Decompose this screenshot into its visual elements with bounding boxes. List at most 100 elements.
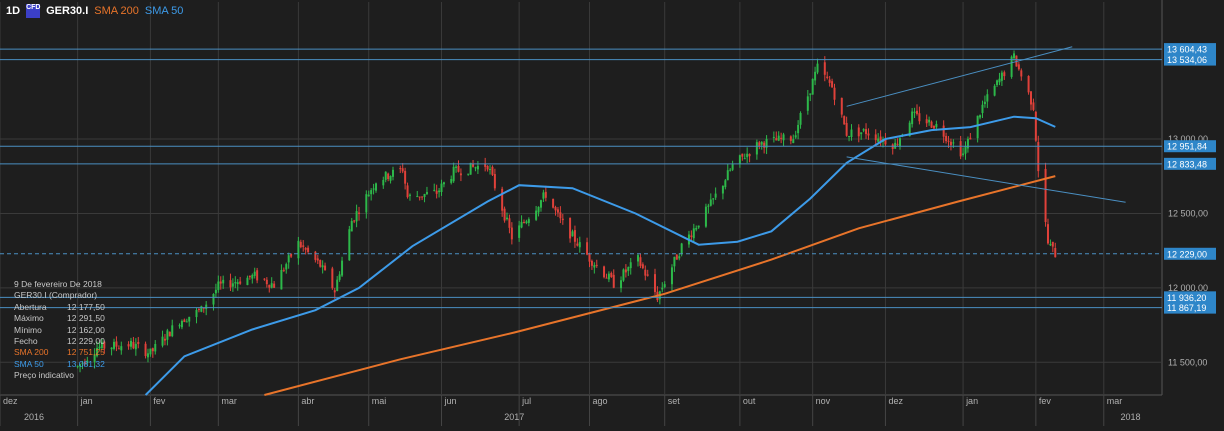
y-tick-label: 12 500,00 [1168, 208, 1208, 218]
info-value: 12 162,00 [67, 324, 105, 335]
candle-up [535, 210, 538, 220]
candle-down [758, 142, 761, 147]
candle-down [896, 143, 899, 145]
candle-down [775, 138, 778, 141]
candle-up [129, 340, 132, 347]
candle-up [862, 129, 865, 131]
info-row-close: Fecho 12 229,00 [14, 336, 105, 347]
candle-up [908, 122, 911, 137]
candle-down [556, 209, 559, 213]
candle-up [234, 282, 237, 284]
candle-up [680, 243, 683, 255]
candle-up [382, 180, 385, 186]
candle-up [622, 269, 625, 281]
candle-down [823, 62, 826, 75]
info-value: 12 291,50 [67, 313, 105, 324]
candle-down [741, 153, 744, 157]
x-tick-label: set [668, 396, 681, 406]
last-price-tag [1164, 247, 1216, 260]
candle-up [993, 85, 996, 96]
candle-down [1003, 72, 1006, 77]
candle-down [144, 343, 147, 357]
candle-down [83, 362, 86, 364]
trendline [846, 156, 1126, 203]
sma50-legend[interactable]: SMA 50 [144, 5, 184, 17]
sma200-legend[interactable]: SMA 200 [94, 5, 139, 17]
x-tick-label: mai [372, 396, 387, 406]
candle-down [1046, 224, 1049, 244]
candle-down [358, 212, 361, 215]
candle-up [297, 240, 300, 259]
candle-up [416, 196, 419, 198]
symbol-label[interactable]: GER30.I [46, 5, 89, 17]
candle-up [525, 221, 528, 224]
candle-up [760, 141, 763, 145]
candle-down [595, 264, 598, 266]
candle-up [200, 306, 203, 312]
timeframe-label[interactable]: 1D [6, 5, 21, 17]
candle-down [459, 173, 462, 176]
candle-up [1013, 53, 1016, 59]
price-level-label: 13 604,43 [1167, 45, 1207, 55]
x-tick-label: jun [444, 396, 457, 406]
candle-up [860, 132, 863, 135]
candle-up [721, 185, 724, 194]
candle-down [586, 242, 589, 255]
ohlc-info-panel: 9 De fevereiro De 2018 GER30.I (Comprado… [14, 279, 105, 382]
candle-up [877, 138, 880, 142]
candle-down [780, 137, 783, 139]
candle-up [797, 124, 800, 134]
candle-up [792, 139, 795, 144]
candle-up [704, 206, 707, 227]
candle-down [653, 274, 656, 293]
candle-up [76, 366, 79, 368]
candle-down [690, 235, 693, 238]
candle-down [418, 196, 421, 198]
candle-down [501, 188, 504, 211]
candle-down [588, 253, 591, 262]
candle-down [202, 307, 205, 309]
x-tick-label: fev [1039, 396, 1052, 406]
price-level-tag [1164, 53, 1216, 66]
candle-down [103, 341, 106, 349]
candle-up [408, 194, 411, 196]
candle-up [928, 119, 931, 123]
candle-up [367, 194, 370, 197]
candle-down [789, 136, 792, 141]
candle-down [843, 116, 846, 125]
y-tick-label: 11 500,00 [1168, 357, 1207, 367]
candle-down [406, 185, 409, 198]
candle-down [508, 218, 511, 228]
candle-up [149, 348, 152, 355]
candle-down [1020, 70, 1023, 77]
candle-up [794, 135, 797, 138]
candle-up [627, 267, 630, 272]
candle-up [816, 63, 819, 73]
candle-up [1000, 72, 1003, 81]
candle-down [127, 344, 130, 347]
candle-up [981, 104, 984, 114]
year-label: 2018 [1120, 412, 1140, 422]
price-level-tag [1164, 157, 1216, 170]
x-tick-label: dez [888, 396, 903, 406]
candle-up [425, 192, 428, 195]
candle-down [248, 275, 251, 278]
candle-up [467, 173, 470, 175]
candle-up [712, 198, 715, 200]
candle-up [629, 262, 632, 269]
candle-down [947, 140, 950, 142]
x-tick-label: jan [965, 396, 978, 406]
candle-down [840, 97, 843, 115]
candle-up [518, 225, 521, 238]
candle-up [814, 71, 817, 81]
candle-down [399, 168, 402, 170]
candle-up [755, 142, 758, 155]
candle-down [576, 243, 579, 246]
candle-up [782, 134, 785, 141]
candle-up [964, 146, 967, 154]
candle-up [537, 206, 540, 213]
candle-down [522, 222, 525, 224]
candle-up [894, 142, 897, 149]
